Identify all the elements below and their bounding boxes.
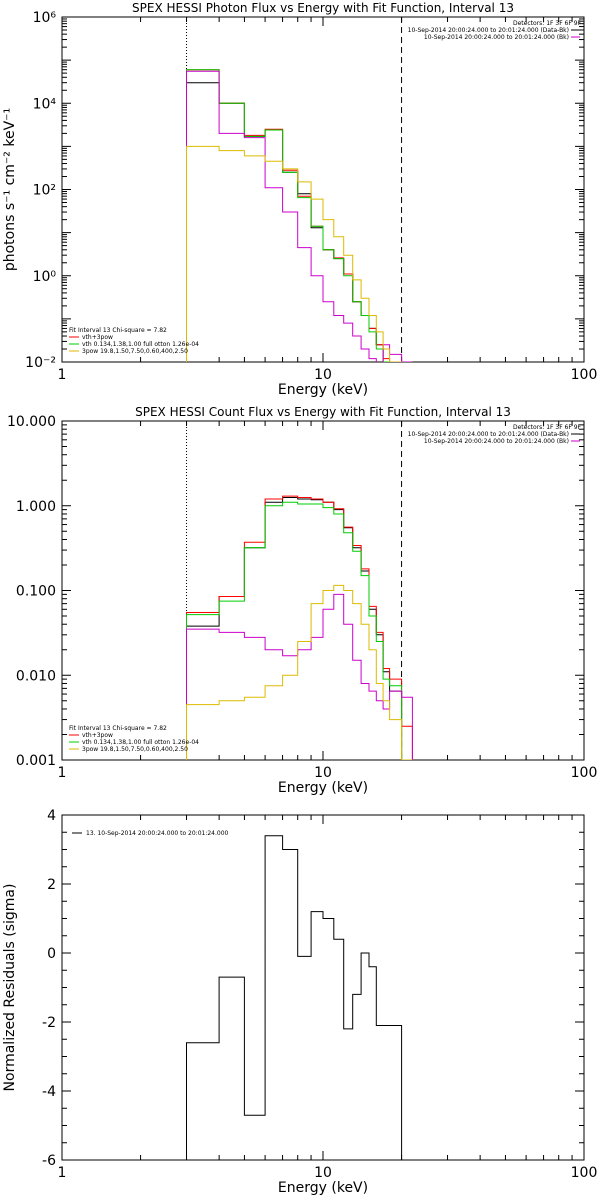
fit-legend-entry: 3pow 19.8,1.50,7.50,0.60,400,2.50 — [82, 348, 188, 355]
series-line-5 — [186, 584, 413, 760]
series-group — [186, 835, 403, 1160]
chart-title: SPEX HESSI Photon Flux vs Energy with Fi… — [132, 1, 514, 15]
x-tick-label: 100 — [571, 1165, 598, 1181]
chart-panel-3: 1 10 100 -6 -4 -2 0 2 4 Energy (keV) Normalized Re… — [2, 808, 597, 1196]
fit-legend-header: Fit Interval 13 Chi-square = 7.82 — [69, 327, 167, 334]
fit-legend-entry: 3pow 19.8,1.50,7.50,0.60,400,2.50 — [82, 746, 188, 753]
plot-frame — [61, 814, 585, 1161]
y-tick-label: 10⁻² — [25, 355, 56, 371]
chart-panel-2: 1 10 100 0.001 0.010 0.100 1.000 10.000 SPEX HES… — [7, 405, 597, 796]
series-line-2 — [186, 495, 413, 760]
x-axis-label: Energy (keV) — [278, 382, 368, 398]
legend-header: Detectors: 1F 3F 6F 9F — [513, 20, 582, 27]
y-tick-label: -4 — [42, 1084, 56, 1100]
y-tick-label: 10.000 — [7, 414, 56, 430]
fit-legend-entry: vth+3pow — [82, 732, 113, 739]
y-tick-label: -2 — [42, 1015, 56, 1031]
x-tick-label: 100 — [571, 765, 598, 781]
series-line-2 — [186, 69, 413, 362]
y-axis-label: photons s⁻¹ cm⁻² keV⁻¹ — [2, 108, 18, 271]
chart-title: SPEX HESSI Count Flux vs Energy with Fit… — [135, 405, 511, 419]
x-tick-label: 1 — [58, 765, 67, 781]
y-tick-label: 0 — [47, 946, 56, 962]
fit-legend-entry: vth 0.134,1.38,1.00 full otton 1.26e-04 — [82, 739, 199, 746]
series-line-1 — [186, 82, 413, 362]
series-line-1 — [186, 497, 413, 760]
x-axis-label: Energy (keV) — [278, 780, 368, 796]
series-line-1 — [186, 835, 403, 1160]
legend-entry: 10-Sep-2014 20:00:24.000 to 20:01:24.000… — [424, 438, 569, 445]
y-tick-label: 2 — [47, 877, 56, 893]
series-line-4 — [186, 70, 413, 362]
y-tick-label: 10⁴ — [33, 96, 57, 112]
fit-legend-entry: vth 0.134,1.38,1.00 full otton 1.26e-04 — [82, 341, 199, 348]
y-tick-label: 0.010 — [16, 668, 56, 684]
series-line-4 — [186, 593, 413, 760]
chart-panel-1: 1 10 100 10⁻² 10⁰ 10² 10⁴ 10⁶ SPEX HESSI Photon … — [2, 1, 598, 398]
plot-frame — [61, 16, 585, 363]
x-tick-label: 10 — [314, 765, 332, 781]
fit-legend-entry: vth+3pow — [82, 334, 113, 341]
x-tick-label: 10 — [314, 1165, 332, 1181]
y-tick-label: -6 — [42, 1153, 56, 1169]
y-tick-label: 1.000 — [16, 499, 56, 515]
y-tick-label: 0.001 — [16, 753, 56, 769]
y-axis-label: Normalized Residuals (sigma) — [2, 884, 18, 1092]
x-tick-label: 1 — [58, 1165, 67, 1181]
legend-entry: 13. 10-Sep-2014 20:00:24.000 to 20:01:24… — [86, 830, 229, 837]
legend-entry: 10-Sep-2014 20:00:24.000 to 20:01:24.000… — [424, 34, 569, 41]
x-tick-label: 100 — [571, 367, 598, 383]
series-group — [186, 495, 413, 760]
y-tick-label: 10² — [33, 183, 56, 199]
legend-header: Detectors: 1F 3F 6F 9F — [513, 424, 582, 431]
legend-entry: 10-Sep-2014 20:00:24.000 to 20:01:24.000… — [408, 431, 569, 438]
legend-entry: 10-Sep-2014 20:00:24.000 to 20:01:24.000… — [408, 27, 569, 34]
x-tick-label: 1 — [58, 367, 67, 383]
fit-legend-header: Fit Interval 13 Chi-square = 7.82 — [69, 725, 167, 732]
series-group — [186, 69, 413, 362]
y-tick-label: 10⁰ — [33, 269, 57, 285]
y-tick-label: 4 — [47, 808, 56, 824]
x-axis-label: Energy (keV) — [278, 1180, 368, 1196]
series-line-3 — [186, 501, 413, 760]
y-tick-label: 0.100 — [16, 584, 56, 600]
series-line-3 — [186, 69, 413, 362]
y-tick-label: 10⁶ — [33, 10, 57, 26]
series-line-5 — [186, 145, 413, 362]
x-tick-label: 10 — [314, 367, 332, 383]
